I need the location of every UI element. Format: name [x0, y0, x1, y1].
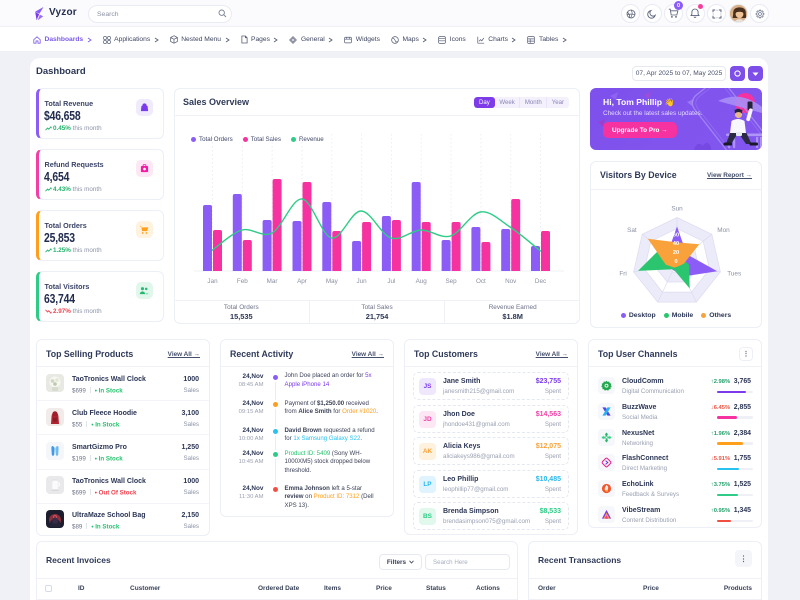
svg-text:Jan: Jan	[207, 278, 218, 285]
svg-text:Apr: Apr	[297, 278, 307, 285]
svg-text:Aug: Aug	[416, 278, 428, 285]
svg-text:60: 60	[673, 232, 679, 238]
svg-text:Fri: Fri	[619, 271, 626, 278]
svg-text:Sat: Sat	[627, 227, 637, 234]
svg-text:Mar: Mar	[267, 278, 278, 285]
svg-text:Oct: Oct	[476, 278, 486, 285]
svg-text:Feb: Feb	[237, 278, 248, 285]
svg-text:Nov: Nov	[505, 278, 517, 285]
svg-text:40: 40	[673, 241, 679, 247]
svg-text:Mon: Mon	[717, 227, 730, 234]
svg-text:Tues: Tues	[727, 271, 741, 278]
svg-text:0: 0	[674, 259, 677, 265]
svg-text:May: May	[326, 278, 339, 285]
svg-text:Sun: Sun	[671, 206, 683, 213]
svg-text:Jul: Jul	[387, 278, 395, 285]
svg-text:20: 20	[673, 250, 679, 256]
svg-text:Sep: Sep	[445, 278, 457, 285]
svg-text:Dec: Dec	[535, 278, 546, 285]
svg-text:Jun: Jun	[357, 278, 368, 285]
